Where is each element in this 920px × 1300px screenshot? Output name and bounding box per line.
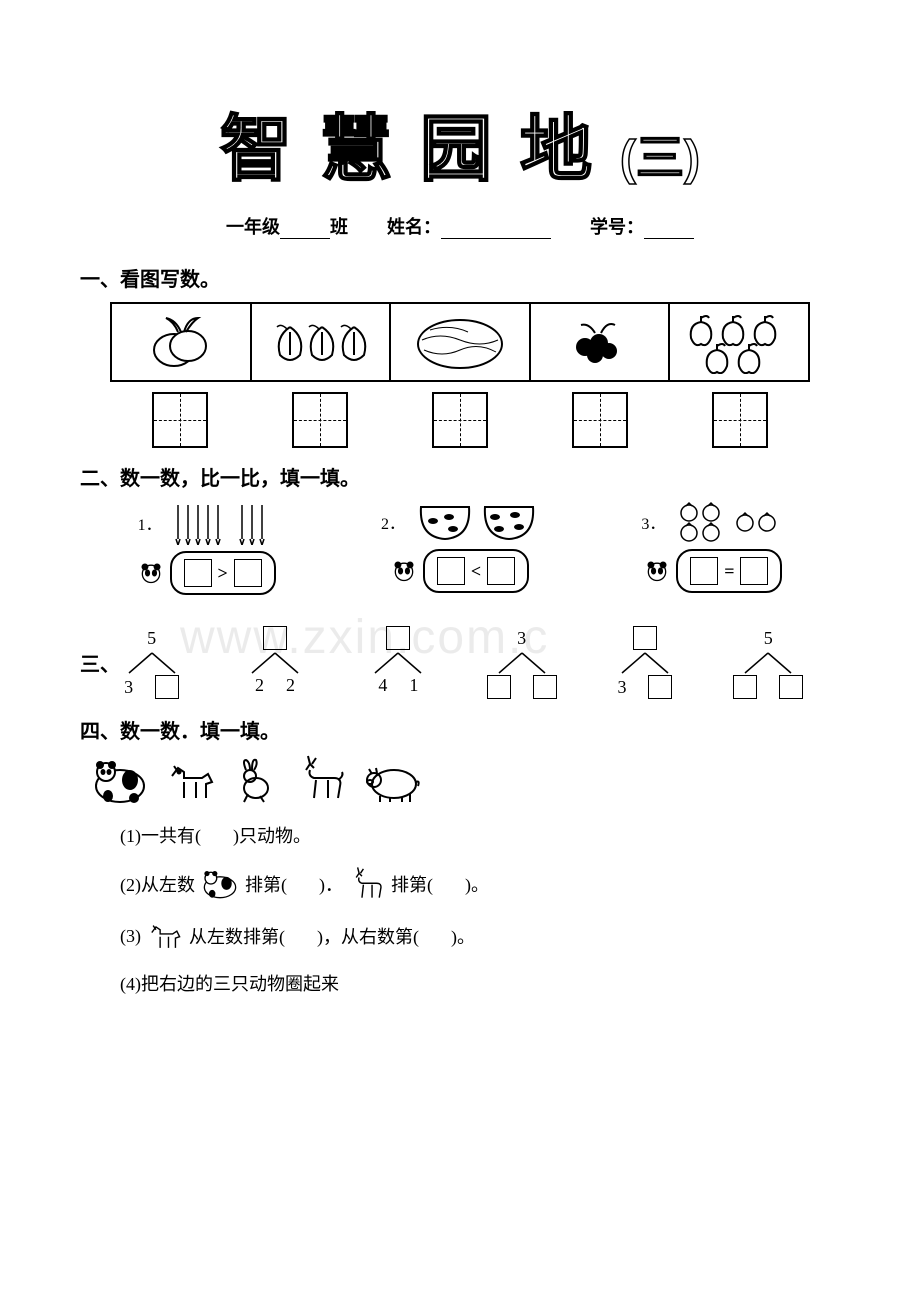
q1-answer-box-5[interactable] (712, 392, 768, 448)
tree-right-box[interactable] (779, 675, 803, 699)
q2-cloud-2: < (423, 549, 529, 593)
tree-right-box[interactable] (648, 675, 672, 699)
q1-image-row (110, 302, 810, 382)
pig-icon (362, 762, 422, 804)
melon-icon (410, 312, 510, 372)
panda-mini-icon (138, 560, 164, 586)
section-2-head: 二、数一数，比一比，填一填。 (80, 462, 840, 491)
section-1-head: 一、看图写数。 (80, 263, 840, 292)
peach-icon (265, 312, 375, 372)
q4-animal-row (90, 754, 840, 804)
deer-inline-icon (347, 866, 387, 902)
name-blank[interactable] (441, 221, 551, 239)
tree-top-box[interactable] (263, 626, 287, 650)
pencils-5-icon (172, 501, 232, 545)
dog-icon (164, 758, 218, 804)
tree-branch-icon (117, 651, 187, 675)
title-sub: (三) (620, 118, 700, 188)
name-label: 姓名： (387, 217, 441, 237)
apple-icon (679, 310, 799, 374)
q2-box-3a[interactable] (690, 557, 718, 585)
tree-left-box[interactable] (733, 675, 757, 699)
q4-line-2: (2)从左数 排第( )． 排第( )。 (120, 866, 840, 902)
tree-right-box[interactable] (155, 675, 179, 699)
q1-answer-box-4[interactable] (572, 392, 628, 448)
q2-num-2: 2． (381, 510, 405, 534)
tree-5: 3 (590, 625, 700, 699)
mango-icon (146, 312, 216, 372)
fishbowl-3-icon (415, 501, 475, 543)
tree-4: 3 (467, 625, 577, 699)
q2-box-1a[interactable] (184, 559, 212, 587)
q4-line-3: (3) 从左数排第( )，从右数第( )。 (120, 920, 840, 952)
panda-icon (90, 758, 150, 804)
tree-right-box[interactable] (533, 675, 557, 699)
worksheet-title: 智 慧 园 地 (三) (80, 90, 840, 195)
deer-icon (294, 754, 348, 804)
tree-top-box[interactable] (386, 626, 410, 650)
tree-branch-icon (240, 651, 310, 675)
q1-cell-melon (391, 304, 531, 380)
dog-inline-icon (145, 920, 185, 952)
tree-branch-icon (363, 651, 433, 675)
q2-num-3: 3． (641, 510, 665, 534)
tree-6: 5 (713, 625, 823, 699)
q2-item-1: 1． > (80, 501, 333, 595)
tree-branch-icon (610, 651, 680, 675)
class-label: 班 (330, 217, 348, 237)
title-char-4: 地 (520, 90, 592, 195)
section-4-head: 四、数一数．填一填。 (80, 715, 840, 744)
berry-icon (565, 317, 635, 367)
q2-item-2: 2． < (333, 501, 586, 595)
rabbit-icon (232, 758, 280, 804)
q1-answer-row (110, 392, 810, 448)
tree-left-box[interactable] (487, 675, 511, 699)
panda-mini-icon (391, 558, 417, 584)
q2-item-3: 3． = (587, 501, 840, 595)
tree-branch-icon (733, 651, 803, 675)
tree-2: 22 (220, 625, 330, 699)
q2-row: 1． > (80, 501, 840, 595)
fishbowl-4-icon (479, 501, 539, 543)
q1-cell-peach (252, 304, 392, 380)
id-label: 学号： (590, 217, 644, 237)
q2-cloud-3: = (676, 549, 782, 593)
q2-box-2a[interactable] (437, 557, 465, 585)
q1-answer-box-2[interactable] (292, 392, 348, 448)
q4-line-1: (1)一共有( )只动物。 (120, 822, 840, 848)
section-3-head: 三、 (80, 648, 120, 677)
title-char-3: 园 (420, 90, 492, 195)
q1-cell-mango (112, 304, 252, 380)
q3-trees: 532241335 (90, 625, 830, 699)
grade-label: 一年级 (226, 217, 280, 237)
q4-line-4: (4)把右边的三只动物圈起来 (120, 970, 840, 996)
title-char-1: 智 (220, 90, 292, 195)
student-info: 一年级 班 姓名： 学号： (80, 213, 840, 239)
q2-box-2b[interactable] (487, 557, 515, 585)
q1-answer-box-1[interactable] (152, 392, 208, 448)
q1-cell-berry (531, 304, 671, 380)
pencils-3-icon (236, 501, 276, 545)
tree-3: 41 (343, 625, 453, 699)
q2-op-2: < (471, 561, 481, 582)
tomatoes-icon (675, 501, 785, 543)
q2-num-1: 1． (138, 511, 162, 535)
title-char-2: 慧 (320, 90, 392, 195)
q2-op-1: > (218, 563, 228, 584)
tree-branch-icon (487, 651, 557, 675)
q2-op-3: = (724, 561, 734, 582)
panda-mini-icon (644, 558, 670, 584)
q1-answer-box-3[interactable] (432, 392, 488, 448)
panda-inline-icon (199, 869, 241, 899)
q1-cell-apple (670, 304, 808, 380)
q2-cloud-1: > (170, 551, 276, 595)
q2-box-1b[interactable] (234, 559, 262, 587)
class-blank[interactable] (280, 221, 330, 239)
tree-top-box[interactable] (633, 626, 657, 650)
q2-box-3b[interactable] (740, 557, 768, 585)
id-blank[interactable] (644, 221, 694, 239)
